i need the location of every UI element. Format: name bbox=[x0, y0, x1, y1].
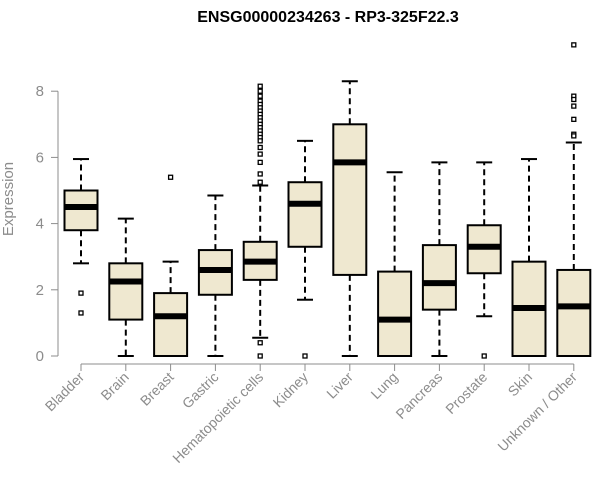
x-tick-label: Bladder bbox=[42, 369, 88, 415]
outlier-point bbox=[257, 151, 263, 157]
box-iqr bbox=[332, 123, 368, 276]
outlier-point bbox=[167, 174, 174, 180]
box-prostate bbox=[466, 161, 502, 359]
x-tick-label: Unknown / Other bbox=[494, 369, 580, 455]
y-tick-label: 2 bbox=[36, 282, 44, 299]
box-brain bbox=[108, 217, 144, 357]
x-tick-label: Gastric bbox=[179, 369, 222, 412]
chart-title: ENSG00000234263 - RP3-325F22.3 bbox=[197, 9, 459, 26]
y-tick-label: 6 bbox=[36, 149, 44, 166]
outlier-point bbox=[78, 290, 84, 296]
y-axis: 0 2 4 6 8 bbox=[36, 83, 59, 365]
outlier-point bbox=[481, 353, 487, 359]
x-tick-label: Prostate bbox=[442, 369, 490, 417]
x-tick-label: Lung bbox=[367, 369, 400, 402]
outlier-point bbox=[257, 83, 263, 89]
outlier-point bbox=[571, 133, 577, 139]
outlier-point bbox=[257, 144, 263, 151]
x-tick-label: Liver bbox=[323, 369, 356, 402]
box-iqr bbox=[108, 262, 144, 321]
box-iqr bbox=[287, 181, 323, 248]
box-pancreas bbox=[421, 161, 457, 357]
box-iqr bbox=[63, 189, 99, 232]
outlier-point bbox=[571, 42, 577, 48]
x-tick-label: Skin bbox=[505, 369, 536, 400]
box-bladder bbox=[63, 158, 99, 316]
box-unknown-other bbox=[556, 42, 592, 357]
x-tick-label: Brain bbox=[97, 369, 131, 403]
y-axis-label: Expression bbox=[0, 162, 17, 236]
y-tick-label: 8 bbox=[36, 83, 44, 100]
y-tick-label: 4 bbox=[36, 216, 44, 233]
outlier-point bbox=[257, 171, 263, 177]
outlier-point bbox=[571, 103, 577, 109]
outlier-point bbox=[571, 116, 577, 122]
outlier-point bbox=[257, 138, 263, 144]
outlier-point bbox=[257, 88, 263, 94]
outlier-point bbox=[257, 93, 263, 99]
outlier-point bbox=[257, 353, 263, 359]
box-lung bbox=[377, 171, 413, 357]
outlier-point bbox=[571, 96, 577, 103]
box-iqr bbox=[421, 244, 457, 311]
boxes-group bbox=[63, 42, 592, 359]
outlier-point bbox=[257, 179, 263, 185]
outlier-point bbox=[257, 340, 263, 346]
box-breast bbox=[153, 174, 189, 357]
box-skin bbox=[511, 158, 547, 358]
box-iqr bbox=[153, 292, 189, 357]
box-iqr bbox=[556, 268, 592, 357]
x-tick-label: Kidney bbox=[270, 369, 312, 411]
outlier-point bbox=[257, 159, 263, 166]
box-liver bbox=[332, 80, 368, 357]
box-gastric bbox=[197, 194, 233, 357]
x-tick-label: Pancreas bbox=[392, 369, 445, 422]
box-kidney bbox=[287, 139, 323, 359]
x-tick-label: Breast bbox=[137, 369, 177, 409]
outlier-point bbox=[78, 310, 84, 316]
y-tick-label: 0 bbox=[36, 348, 44, 365]
box-hematopoietic-cells bbox=[242, 83, 278, 359]
box-iqr bbox=[377, 270, 413, 357]
outlier-point bbox=[302, 353, 308, 359]
